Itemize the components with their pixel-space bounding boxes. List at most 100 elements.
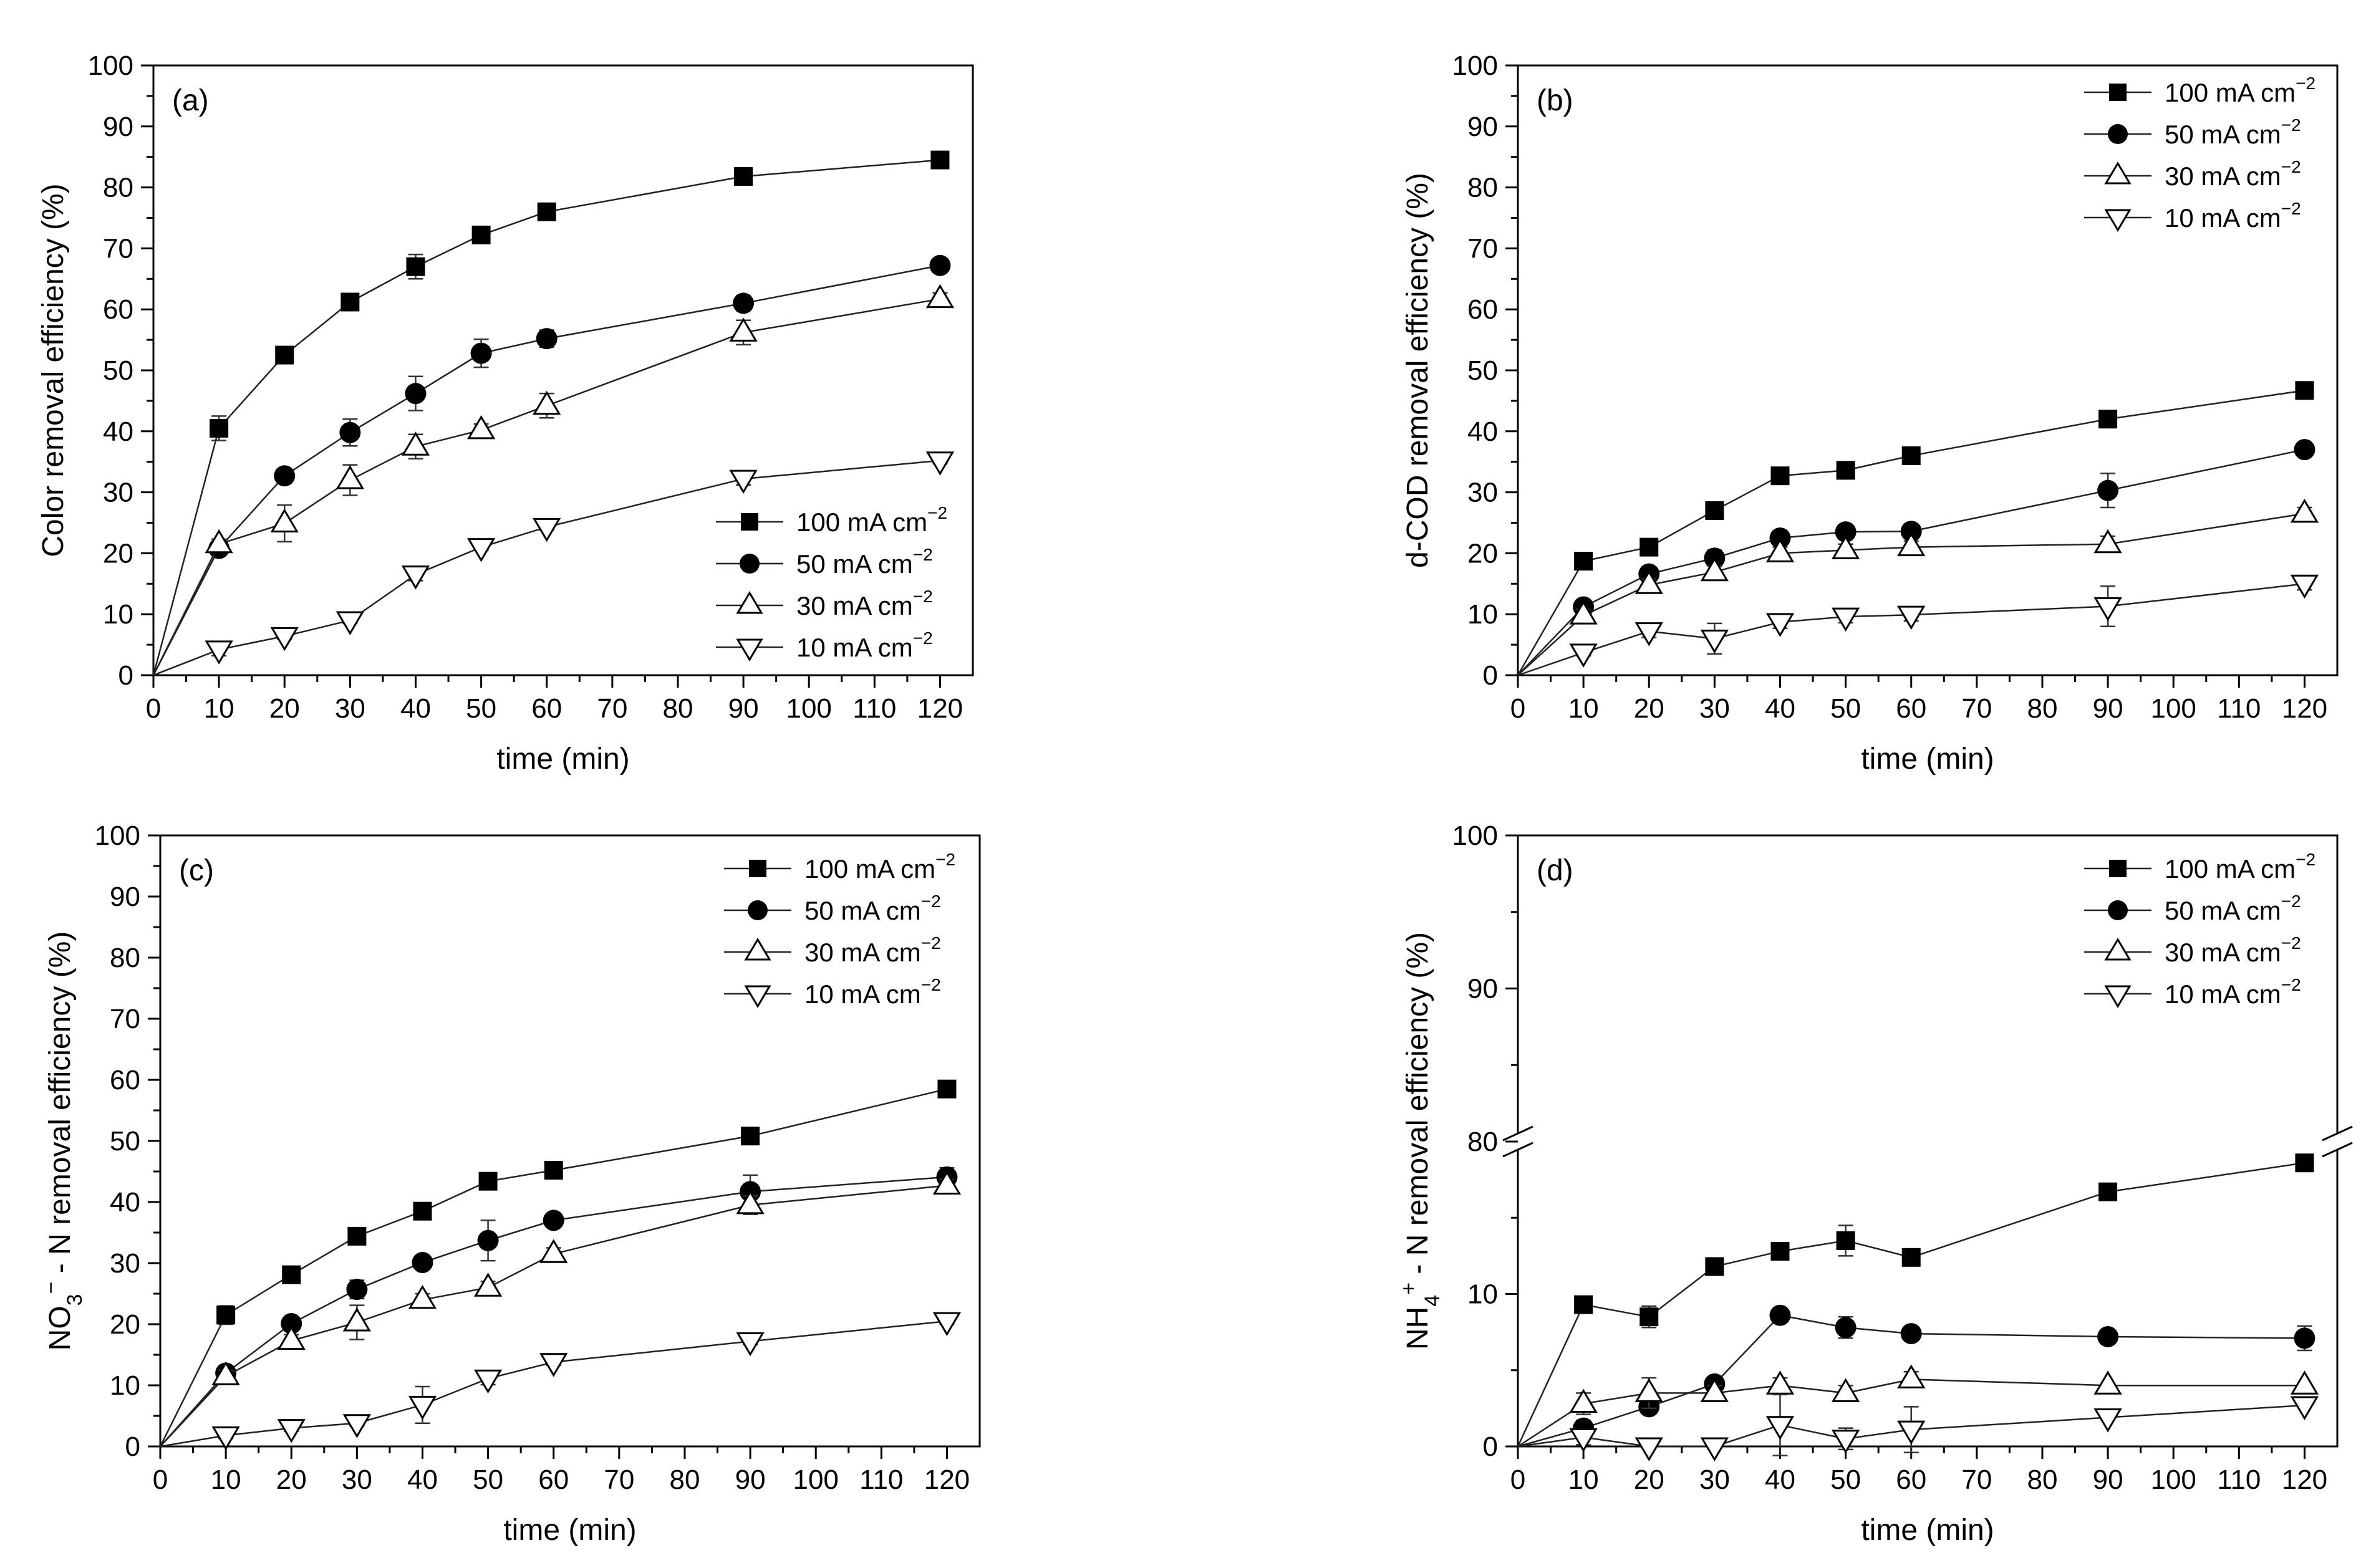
marker-triangle-up — [401, 431, 430, 456]
panel-a: 0 10 20 30 40 50 60 70 80 90 100 110 120 0 10 20 30 40 50 6… — [37, 51, 974, 776]
marker-triangle-up — [1765, 538, 1795, 562]
marker-triangle-down — [2290, 1396, 2319, 1420]
marker-square — [1770, 466, 1790, 486]
marker-triangle-up — [1635, 570, 1663, 594]
marker-triangle-up — [744, 938, 771, 961]
marker-triangle-down — [2093, 1408, 2122, 1433]
legend: 100 mA cm−250 mA cm−230 mA cm−210 mA cm−… — [2084, 74, 2315, 233]
series-line — [1517, 448, 2305, 676]
marker-triangle-down — [2104, 985, 2132, 1008]
marker-triangle-up — [270, 508, 299, 532]
legend-label-exponent: −2 — [2281, 199, 2301, 218]
marker-triangle-up — [925, 284, 955, 309]
legend-label-text: 30 mA cm — [2165, 938, 2281, 967]
x-tick-label: 50 — [1830, 693, 1861, 724]
marker-square — [216, 1306, 236, 1325]
x-tick-label: 0 — [153, 1465, 168, 1495]
marker-square — [2295, 381, 2314, 400]
panel-d: 0 10 20 30 40 50 60 70 80 90 100 110 120 0 10 80 90 100 (d… — [1397, 820, 2353, 1547]
marker-circle — [2097, 479, 2119, 501]
legend-label-exponent: −2 — [2281, 933, 2301, 953]
legend-label-text: 10 mA cm — [2165, 203, 2281, 233]
marker-triangle-down — [2093, 597, 2122, 622]
legend-label-text: 100 mA cm — [804, 854, 935, 883]
series-line — [160, 1320, 947, 1448]
marker-circle — [1769, 1304, 1791, 1326]
marker-triangle-up — [2104, 938, 2132, 961]
x-tick-label: 20 — [269, 693, 300, 724]
marker-triangle-down — [2290, 574, 2319, 599]
legend-label-text: 50 mA cm — [796, 549, 913, 579]
marker-triangle-up — [1897, 532, 1926, 557]
x-tick-label: 110 — [2217, 693, 2261, 724]
legend-label: 100 mA cm−2 — [2165, 74, 2315, 107]
legend-label-text: 100 mA cm — [796, 507, 927, 537]
y-tick-label: 50 — [103, 355, 133, 386]
plot-frame — [152, 64, 974, 676]
x-tick-label: 120 — [917, 693, 963, 724]
legend-label-exponent: −2 — [2281, 892, 2301, 911]
marker-square — [2109, 860, 2127, 877]
marker-circle — [748, 900, 768, 920]
marker-square — [413, 1201, 432, 1221]
marker-circle — [2097, 1325, 2119, 1347]
marker-triangle-up — [2104, 161, 2132, 185]
marker-triangle-up — [932, 1170, 962, 1195]
x-tick-label: 80 — [669, 1465, 700, 1495]
panel-b: 0 10 20 30 40 50 60 70 80 90 100 110 120 0 10 20 30 40 50 6… — [1401, 51, 2339, 776]
marker-square — [1836, 461, 1855, 480]
x-tick-label: 50 — [466, 693, 496, 724]
legend-label-exponent: −2 — [913, 587, 933, 606]
x-tick-label: 50 — [1830, 1465, 1861, 1495]
x-tick-label: 120 — [924, 1465, 970, 1495]
marker-circle — [412, 1252, 433, 1274]
legend-label: 10 mA cm−2 — [2165, 199, 2301, 233]
series-2 — [160, 1170, 962, 1447]
x-axis-label: time (min) — [503, 1514, 636, 1547]
marker-square — [741, 1127, 760, 1146]
y-tick-label: 40 — [110, 1187, 140, 1218]
marker-square — [2098, 410, 2118, 429]
legend: 100 mA cm−250 mA cm−230 mA cm−210 mA cm−… — [2084, 850, 2315, 1009]
marker-triangle-down — [744, 985, 771, 1008]
marker-triangle-up — [466, 415, 496, 440]
x-tick-label: 110 — [859, 1465, 903, 1495]
plot-frame-upper — [1517, 834, 2339, 1133]
marker-triangle-up — [736, 591, 763, 614]
series-1 — [160, 1166, 958, 1447]
marker-triangle-down — [1897, 1420, 1926, 1445]
marker-triangle-down — [736, 638, 763, 661]
series-3 — [1517, 574, 2319, 676]
legend-label: 50 mA cm−2 — [2165, 892, 2301, 925]
x-tick-label: 40 — [407, 1465, 438, 1495]
marker-square — [1639, 1307, 1659, 1327]
x-axis-label: time (min) — [1861, 743, 1994, 776]
y-axis-label: Color removal efficiency (%) — [37, 183, 70, 557]
x-tick-label: 80 — [2027, 1465, 2057, 1495]
legend-label: 50 mA cm−2 — [804, 892, 941, 925]
panel-c: 0 10 20 30 40 50 60 70 80 90 100 110 120 0 10 20 30 40 50 6… — [39, 820, 981, 1547]
marker-square — [1705, 1257, 1724, 1276]
marker-triangle-up — [2290, 498, 2319, 523]
x-tick-label: 10 — [211, 1465, 241, 1495]
x-tick-label: 70 — [1961, 1465, 1992, 1495]
legend-label-text: 30 mA cm — [804, 938, 921, 967]
marker-circle — [477, 1229, 499, 1251]
marker-triangle-up — [729, 317, 758, 342]
marker-square — [537, 202, 556, 221]
y-label-rest: - N removal efficiency (%) — [44, 931, 77, 1282]
marker-triangle-down — [466, 538, 496, 562]
y-tick-label: 0 — [125, 1431, 140, 1462]
series-1 — [152, 254, 951, 676]
y-tick-label: 100 — [88, 51, 133, 81]
marker-triangle-down — [1765, 613, 1795, 637]
marker-triangle-down — [277, 1419, 306, 1443]
marker-circle — [2294, 439, 2315, 461]
legend-label-exponent: −2 — [913, 545, 933, 564]
marker-square — [406, 257, 425, 276]
legend-label: 30 mA cm−2 — [2165, 157, 2301, 191]
x-tick-label: 70 — [604, 1465, 634, 1495]
y-tick-label: 50 — [110, 1126, 140, 1157]
x-tick-label: 70 — [1961, 693, 1992, 724]
x-axis-label: time (min) — [496, 743, 629, 776]
